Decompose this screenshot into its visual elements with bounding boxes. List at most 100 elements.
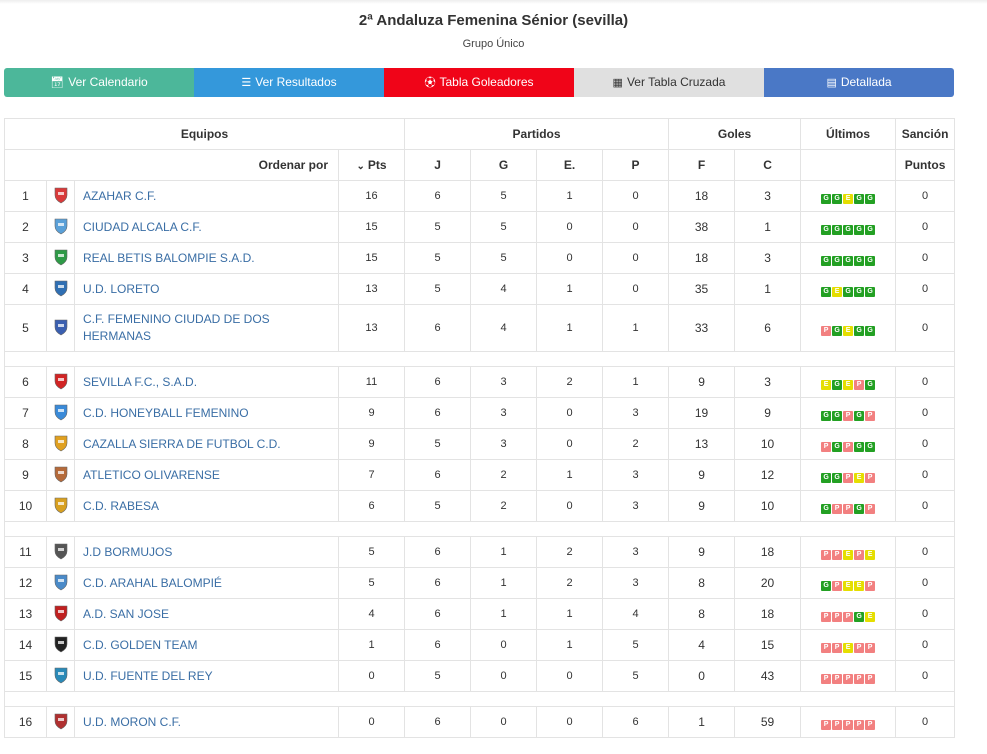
ultimos-subheader <box>800 149 897 181</box>
result-badge: P <box>854 719 865 730</box>
drawn-cell: 0 <box>536 660 604 692</box>
ver-tabla-cruzada-button[interactable]: ▦ Ver Tabla Cruzada <box>574 68 764 97</box>
team-name-link[interactable]: U.D. LORETO <box>74 273 339 305</box>
team-crest-icon <box>52 279 70 297</box>
team-name-link[interactable]: U.D. MORON C.F. <box>74 706 339 738</box>
team-crest-icon <box>52 372 70 390</box>
lost-cell: 1 <box>602 366 670 398</box>
table-row: 11 J.D BORMUJOS 5 6 1 2 3 9 18 P P E P E 0 <box>4 536 956 568</box>
sanction-points-cell: 0 <box>895 490 956 522</box>
team-name-link[interactable]: REAL BETIS BALOMPIE S.A.D. <box>74 242 339 274</box>
table-row: 3 REAL BETIS BALOMPIE S.A.D. 15 5 5 0 0 18 3 G G G G… <box>4 242 956 274</box>
position-cell: 4 <box>4 273 47 305</box>
played-cell: 6 <box>404 629 472 661</box>
result-badge: G <box>865 441 876 452</box>
position-cell: 5 <box>4 304 47 352</box>
goals-against-cell: 59 <box>734 706 802 738</box>
soccer-ball-icon: ⚽︎ <box>424 77 436 89</box>
partidos-header: Partidos <box>404 118 670 150</box>
sanction-points-cell: 0 <box>895 242 956 274</box>
played-cell: 5 <box>404 490 472 522</box>
result-badge: G <box>832 472 843 483</box>
result-badge: P <box>843 441 854 452</box>
team-name-link[interactable]: J.D BORMUJOS <box>74 536 339 568</box>
result-badge: G <box>832 255 843 266</box>
team-name-link[interactable]: A.D. SAN JOSE <box>74 598 339 630</box>
team-name-link[interactable]: CIUDAD ALCALA C.F. <box>74 211 339 243</box>
goals-against-cell: 18 <box>734 598 802 630</box>
won-cell: 1 <box>470 598 538 630</box>
lost-cell: 4 <box>602 598 670 630</box>
goals-for-cell: 33 <box>668 304 736 352</box>
team-crest-icon <box>52 712 70 730</box>
crest-cell <box>46 567 75 599</box>
won-cell: 0 <box>470 629 538 661</box>
goals-against-cell: 20 <box>734 567 802 599</box>
played-cell: 6 <box>404 304 472 352</box>
result-badge: G <box>832 193 843 204</box>
team-name-link[interactable]: C.F. FEMENINO CIUDAD DE DOS HERMANAS <box>74 304 339 352</box>
goals-for-cell: 18 <box>668 180 736 212</box>
result-badge: P <box>843 673 854 684</box>
team-name-link[interactable]: C.D. HONEYBALL FEMENINO <box>74 397 339 429</box>
position-cell: 10 <box>4 490 47 522</box>
lost-cell: 3 <box>602 459 670 491</box>
points-cell: 5 <box>337 536 406 568</box>
result-badge: G <box>821 286 832 297</box>
team-name-link[interactable]: ATLETICO OLIVARENSE <box>74 459 339 491</box>
position-cell: 12 <box>4 567 47 599</box>
goals-for-cell: 0 <box>668 660 736 692</box>
page-subtitle: Grupo Único <box>462 38 525 50</box>
team-crest-icon <box>52 635 70 653</box>
team-name-link[interactable]: C.D. GOLDEN TEAM <box>74 629 339 661</box>
points-cell: 15 <box>337 242 406 274</box>
result-badge: E <box>865 549 876 560</box>
drawn-cell: 2 <box>536 567 604 599</box>
won-cell: 2 <box>470 490 538 522</box>
crest-cell <box>46 428 75 460</box>
result-badge: G <box>865 255 876 266</box>
crest-cell <box>46 536 75 568</box>
drawn-cell: 1 <box>536 273 604 305</box>
team-name-link[interactable]: U.D. FUENTE DEL REY <box>74 660 339 692</box>
ver-calendario-button[interactable]: 📅︎ Ver Calendario <box>4 68 194 97</box>
team-name-link[interactable]: C.D. ARAHAL BALOMPIÉ <box>74 567 339 599</box>
result-badge: P <box>821 325 832 336</box>
result-badge: G <box>854 410 865 421</box>
goals-against-cell: 3 <box>734 180 802 212</box>
result-badge: G <box>821 503 832 514</box>
result-badge: G <box>843 286 854 297</box>
page-title: 2ª Andaluza Femenina Sénior (sevilla) <box>358 12 629 29</box>
won-cell: 3 <box>470 397 538 429</box>
ver-resultados-button[interactable]: ☰ Ver Resultados <box>194 68 384 97</box>
goals-against-cell: 12 <box>734 459 802 491</box>
table-row: 12 C.D. ARAHAL BALOMPIÉ 5 6 1 2 3 8 20 G P E E P 0 <box>4 567 956 599</box>
team-name-link[interactable]: C.D. RABESA <box>74 490 339 522</box>
lost-cell: 3 <box>602 397 670 429</box>
result-badge: P <box>843 503 854 514</box>
team-name-link[interactable]: SEVILLA F.C., S.A.D. <box>74 366 339 398</box>
result-badge: G <box>854 503 865 514</box>
team-name-link[interactable]: AZAHAR C.F. <box>74 180 339 212</box>
team-name-link[interactable]: CAZALLA SIERRA DE FUTBOL C.D. <box>74 428 339 460</box>
ver-tabla-cruzada-label: Ver Tabla Cruzada <box>626 75 726 89</box>
crest-cell <box>46 211 75 243</box>
lost-cell: 0 <box>602 242 670 274</box>
table-row: 7 C.D. HONEYBALL FEMENINO 9 6 3 0 3 19 9 G G P G P 0 <box>4 397 956 429</box>
detallada-button[interactable]: ▤ Detallada <box>764 68 954 97</box>
points-cell: 13 <box>337 273 406 305</box>
crest-cell <box>46 366 75 398</box>
points-cell: 0 <box>337 706 406 738</box>
goals-against-cell: 18 <box>734 536 802 568</box>
team-crest-icon <box>52 496 70 514</box>
e-header: E. <box>536 149 604 181</box>
team-crest-icon <box>52 666 70 684</box>
won-cell: 2 <box>470 459 538 491</box>
tabla-goleadores-button[interactable]: ⚽︎ Tabla Goleadores <box>384 68 574 97</box>
result-badge: P <box>821 642 832 653</box>
sort-pts-header[interactable]: ⌄ Pts <box>337 149 406 181</box>
